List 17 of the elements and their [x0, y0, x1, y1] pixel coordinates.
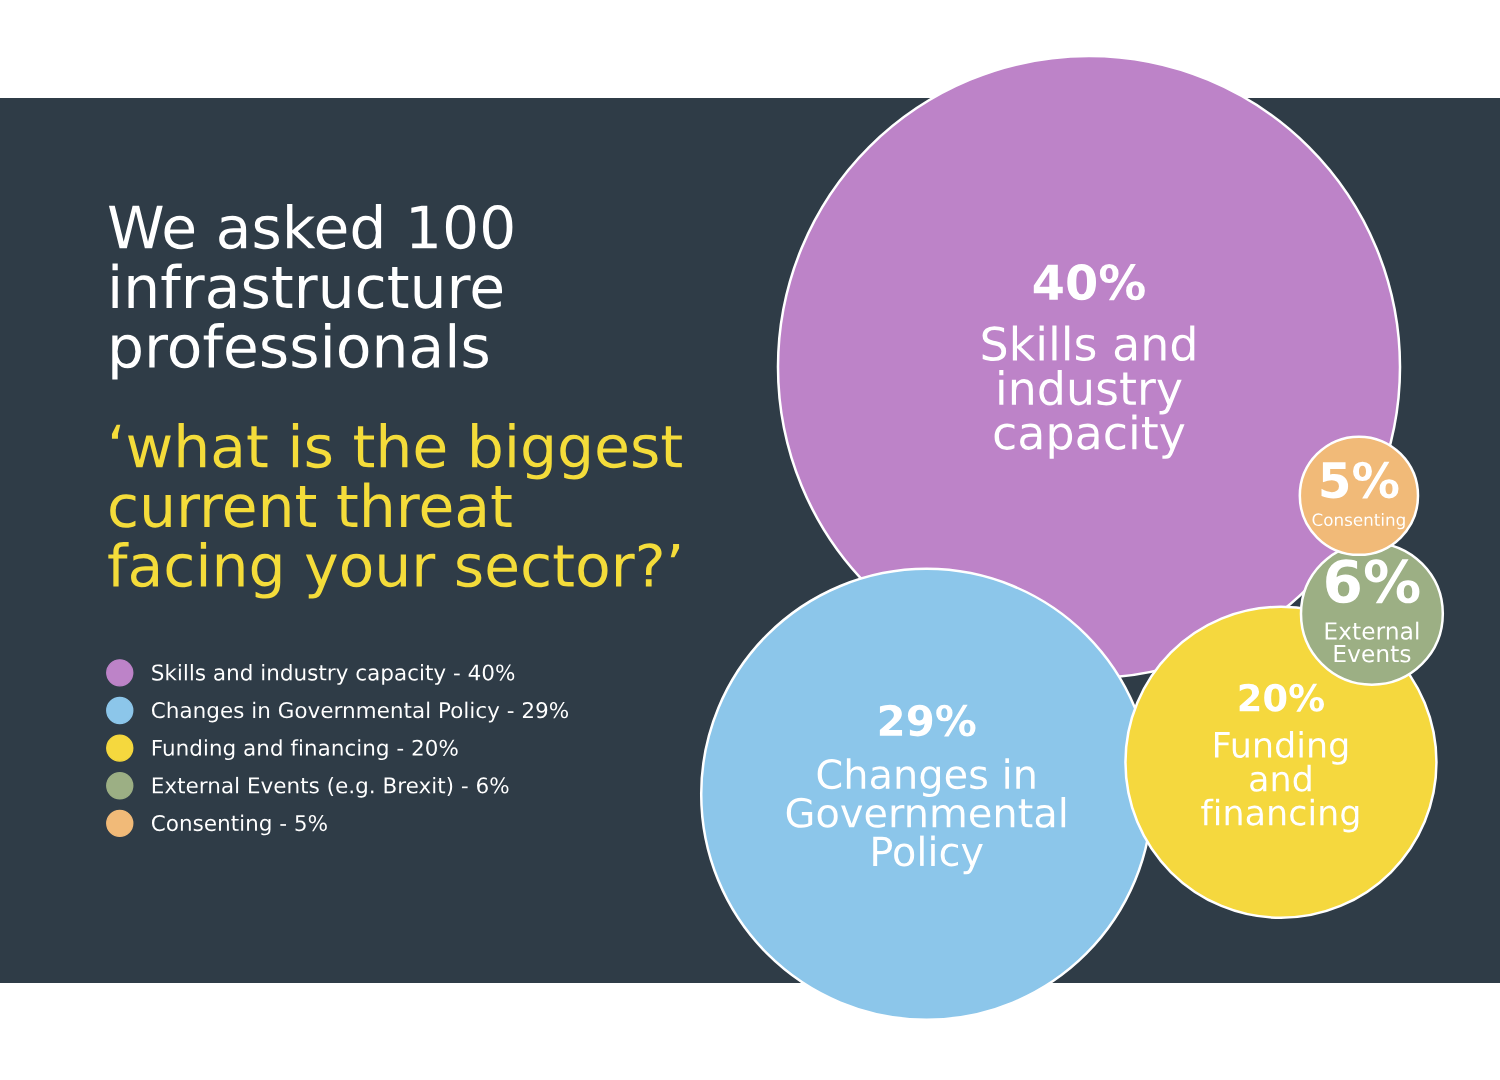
data-label: 6%: [1326, 559, 1420, 604]
category-label: Changes in Governmental Policy: [786, 758, 1066, 875]
category-label: Funding and financing: [1201, 730, 1359, 833]
text: We asked 100 infrastructure professionals: [108, 204, 513, 380]
legend-label: Funding and financing - 20%: [152, 739, 458, 761]
data-label: 5%: [1321, 461, 1399, 499]
category-label: Skills and industry capacity: [982, 325, 1195, 459]
category-label: Consenting: [1312, 513, 1405, 530]
legend-label: Consenting - 5%: [151, 814, 327, 836]
data-label: 20%: [1239, 683, 1325, 712]
data-label: 29%: [879, 704, 976, 737]
legend-label: Skills and industry capacity - 40%: [152, 664, 515, 685]
data-label: 40%: [1033, 264, 1145, 301]
category-label: External Events: [1325, 621, 1419, 663]
legend-label: Changes in Governmental Policy - 29%: [151, 701, 569, 723]
legend-label: External Events (e.g. Brexit) - 6%: [152, 776, 509, 798]
text: ‘what is the biggest current threat facing your sector?’: [108, 423, 682, 599]
